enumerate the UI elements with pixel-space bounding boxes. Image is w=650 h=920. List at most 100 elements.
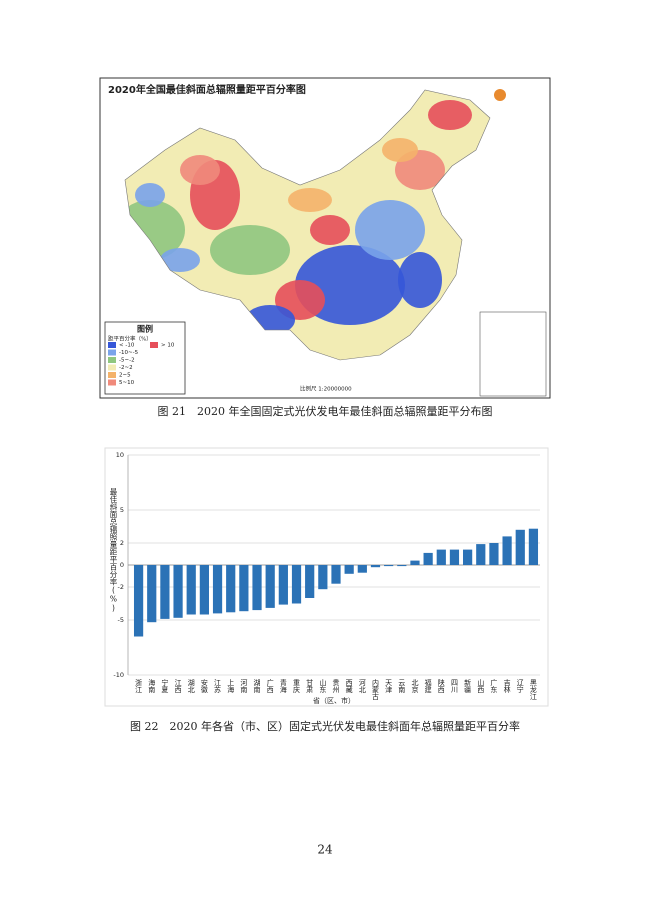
x-tick-label: 湖南 (253, 678, 261, 693)
map-region (180, 155, 220, 185)
bar (291, 565, 302, 604)
legend-label: 2~5 (119, 373, 131, 379)
map-region (310, 215, 350, 245)
legend-swatch (150, 342, 158, 348)
bar (318, 565, 328, 590)
y-axis-title: 最佳斜面总辐照量距平百分率(%) (109, 487, 118, 612)
x-tick-label: 宁夏 (161, 678, 169, 693)
map-region (398, 252, 442, 308)
bar (278, 565, 288, 605)
legend-title: 图例 (137, 324, 153, 334)
x-tick-label: 甘肃 (306, 678, 314, 694)
x-tick-label: 湖北 (187, 678, 195, 694)
map-outline (124, 89, 491, 361)
map-scale: 比例尺 1:20000000 (300, 385, 352, 393)
x-tick-label: 天津 (385, 679, 393, 694)
x-tick-label: 黑龙江 (529, 679, 537, 701)
bar (476, 544, 486, 565)
bar (515, 529, 525, 565)
bar (344, 565, 354, 574)
bar (239, 565, 249, 612)
bar (147, 565, 157, 623)
bar (410, 560, 420, 565)
x-tick-label: 陕西 (437, 678, 445, 694)
bar (423, 552, 433, 565)
bar (160, 565, 170, 619)
legend-label: -10~-5 (119, 350, 139, 356)
x-tick-label: 广西 (266, 678, 274, 694)
bar (133, 565, 144, 637)
bar (384, 565, 394, 567)
legend-swatch (108, 364, 116, 371)
x-tick-label: 广东 (490, 678, 498, 693)
map-region (355, 200, 425, 260)
inset-map (479, 311, 547, 397)
map-region (428, 100, 472, 130)
map-region (160, 248, 200, 272)
map-title: 2020年全国最佳斜面总辐照量距平百分率图 (108, 83, 306, 96)
bar (370, 565, 381, 568)
x-tick-label: 福建 (424, 678, 432, 694)
bar (489, 543, 499, 565)
map-region (288, 188, 332, 212)
x-tick-label: 北京 (411, 679, 419, 694)
bar (173, 565, 183, 618)
bar (186, 565, 196, 615)
y-tick-label: -5 (118, 616, 124, 624)
bar (212, 565, 223, 614)
y-tick-label: 2 (120, 539, 124, 547)
legend-label: -5~-2 (119, 358, 135, 364)
x-tick-label: 海南 (148, 678, 156, 693)
x-tick-label: 新疆 (464, 678, 472, 694)
x-tick-label: 上海 (227, 678, 235, 694)
map-region (135, 183, 165, 207)
legend-swatch (108, 372, 116, 378)
figure-caption: 图 22 2020 年各省（市、区）固定式光伏发电最佳斜面年总辐照量距平百分率 (130, 719, 520, 733)
bar (397, 565, 407, 567)
legend-subtitle: 距平百分率（%） (108, 335, 152, 343)
x-tick-label: 贵州 (332, 678, 340, 693)
legend-swatch (108, 379, 116, 386)
legend-label: < -10 (119, 343, 135, 349)
bar (226, 565, 236, 613)
x-tick-label: 河南 (240, 679, 248, 693)
legend-swatch (108, 349, 116, 356)
bar (502, 536, 512, 565)
y-tick-label: 0 (120, 561, 124, 569)
bar (436, 549, 446, 565)
logo (494, 89, 506, 101)
page-number: 24 (317, 843, 333, 857)
legend-swatch (108, 357, 116, 363)
map-region (210, 225, 290, 275)
x-tick-label: 浙江 (135, 678, 143, 694)
x-tick-label: 吉林 (503, 679, 511, 694)
legend-swatch (108, 342, 116, 348)
x-tick-label: 重庆 (293, 679, 301, 694)
x-tick-label: 山东 (319, 678, 327, 693)
y-tick-label: 10 (116, 451, 124, 459)
map-region (382, 138, 418, 162)
bar (199, 565, 209, 615)
x-tick-label: 辽宁 (516, 679, 524, 693)
y-tick-label: 5 (120, 506, 124, 514)
x-tick-label: 江苏 (214, 679, 222, 694)
bar (449, 549, 460, 565)
legend-box (104, 321, 186, 395)
figure-caption: 图 21 2020 年全国固定式光伏发电年最佳斜面总辐照量距平分布图 (158, 404, 493, 418)
legend-label: > 10 (161, 343, 175, 349)
x-tick-label: 西藏 (345, 679, 353, 694)
bar (305, 565, 315, 598)
x-tick-label: 河北 (358, 679, 366, 694)
x-tick-label: 内蒙古 (371, 678, 379, 701)
bar (463, 549, 473, 565)
bar (528, 528, 539, 565)
x-tick-label: 云南 (398, 679, 406, 693)
x-tick-label: 山西 (477, 678, 485, 694)
bar (252, 565, 262, 611)
y-tick-label: -10 (113, 671, 124, 679)
x-tick-label: 四川 (450, 679, 458, 693)
x-tick-label: 江西 (174, 679, 182, 694)
y-tick-label: -2 (118, 583, 124, 591)
